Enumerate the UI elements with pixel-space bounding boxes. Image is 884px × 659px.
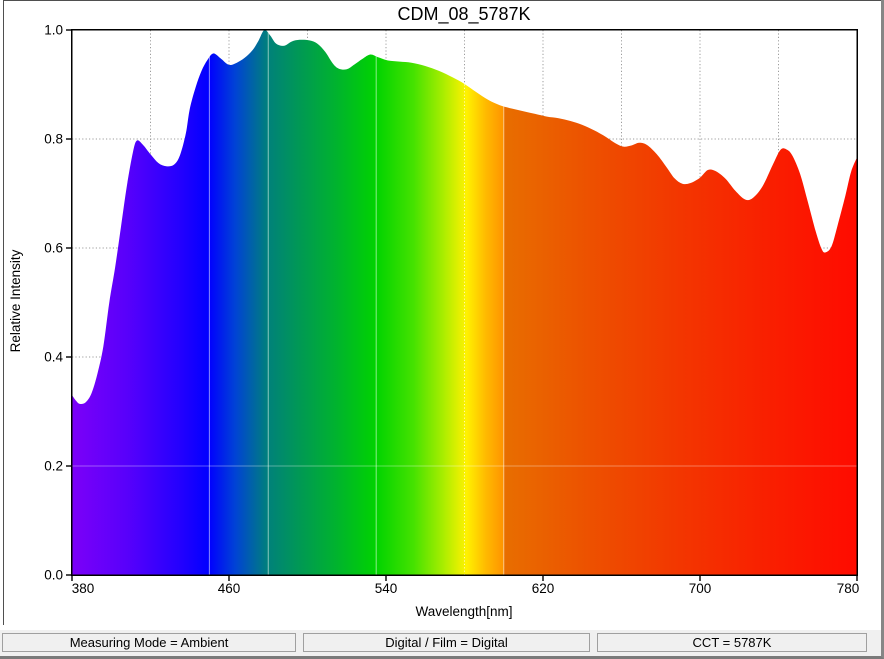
x-tick-label: 700 [689, 581, 712, 596]
status-text-digital-film: Digital / Film = Digital [385, 635, 508, 650]
status-panel-digital-film: Digital / Film = Digital [303, 633, 590, 652]
x-tick-label: 380 [72, 581, 95, 596]
x-axis-label: Wavelength[nm] [415, 604, 512, 619]
status-text-measuring-mode: Measuring Mode = Ambient [69, 635, 229, 650]
chart-title: CDM_08_5787K [397, 4, 530, 25]
axis-tick-labels: 380 460 540 620 700 780 0.0 0.2 0.4 0.6 0.8 1.0 [44, 23, 859, 597]
gradient-seam-lines [72, 30, 857, 575]
x-tick-label: 780 [837, 581, 860, 596]
status-panel-cct: CCT = 5787K [597, 633, 867, 652]
status-bar: Measuring Mode = Ambient Digital / Film … [0, 630, 881, 656]
y-tick-label: 0.8 [44, 132, 63, 147]
y-axis-label: Relative Intensity [8, 249, 23, 352]
x-tick-label: 620 [532, 581, 555, 596]
x-tick-label: 540 [375, 581, 398, 596]
y-tick-label: 0.4 [44, 350, 63, 365]
x-tick-label: 460 [218, 581, 241, 596]
y-tick-label: 0.2 [44, 459, 63, 474]
spectrum-chart-canvas: 380 460 540 620 700 780 0.0 0.2 0.4 0.6 0.8 1.0 CDM… [3, 0, 881, 625]
y-tick-label: 1.0 [44, 23, 63, 38]
status-text-cct: CCT = 5787K [692, 635, 772, 650]
status-panel-measuring-mode: Measuring Mode = Ambient [2, 633, 296, 652]
y-tick-label: 0.6 [44, 241, 63, 256]
plot-border [71, 29, 858, 576]
axis-ticks [66, 29, 858, 581]
y-tick-label: 0.0 [44, 568, 63, 583]
